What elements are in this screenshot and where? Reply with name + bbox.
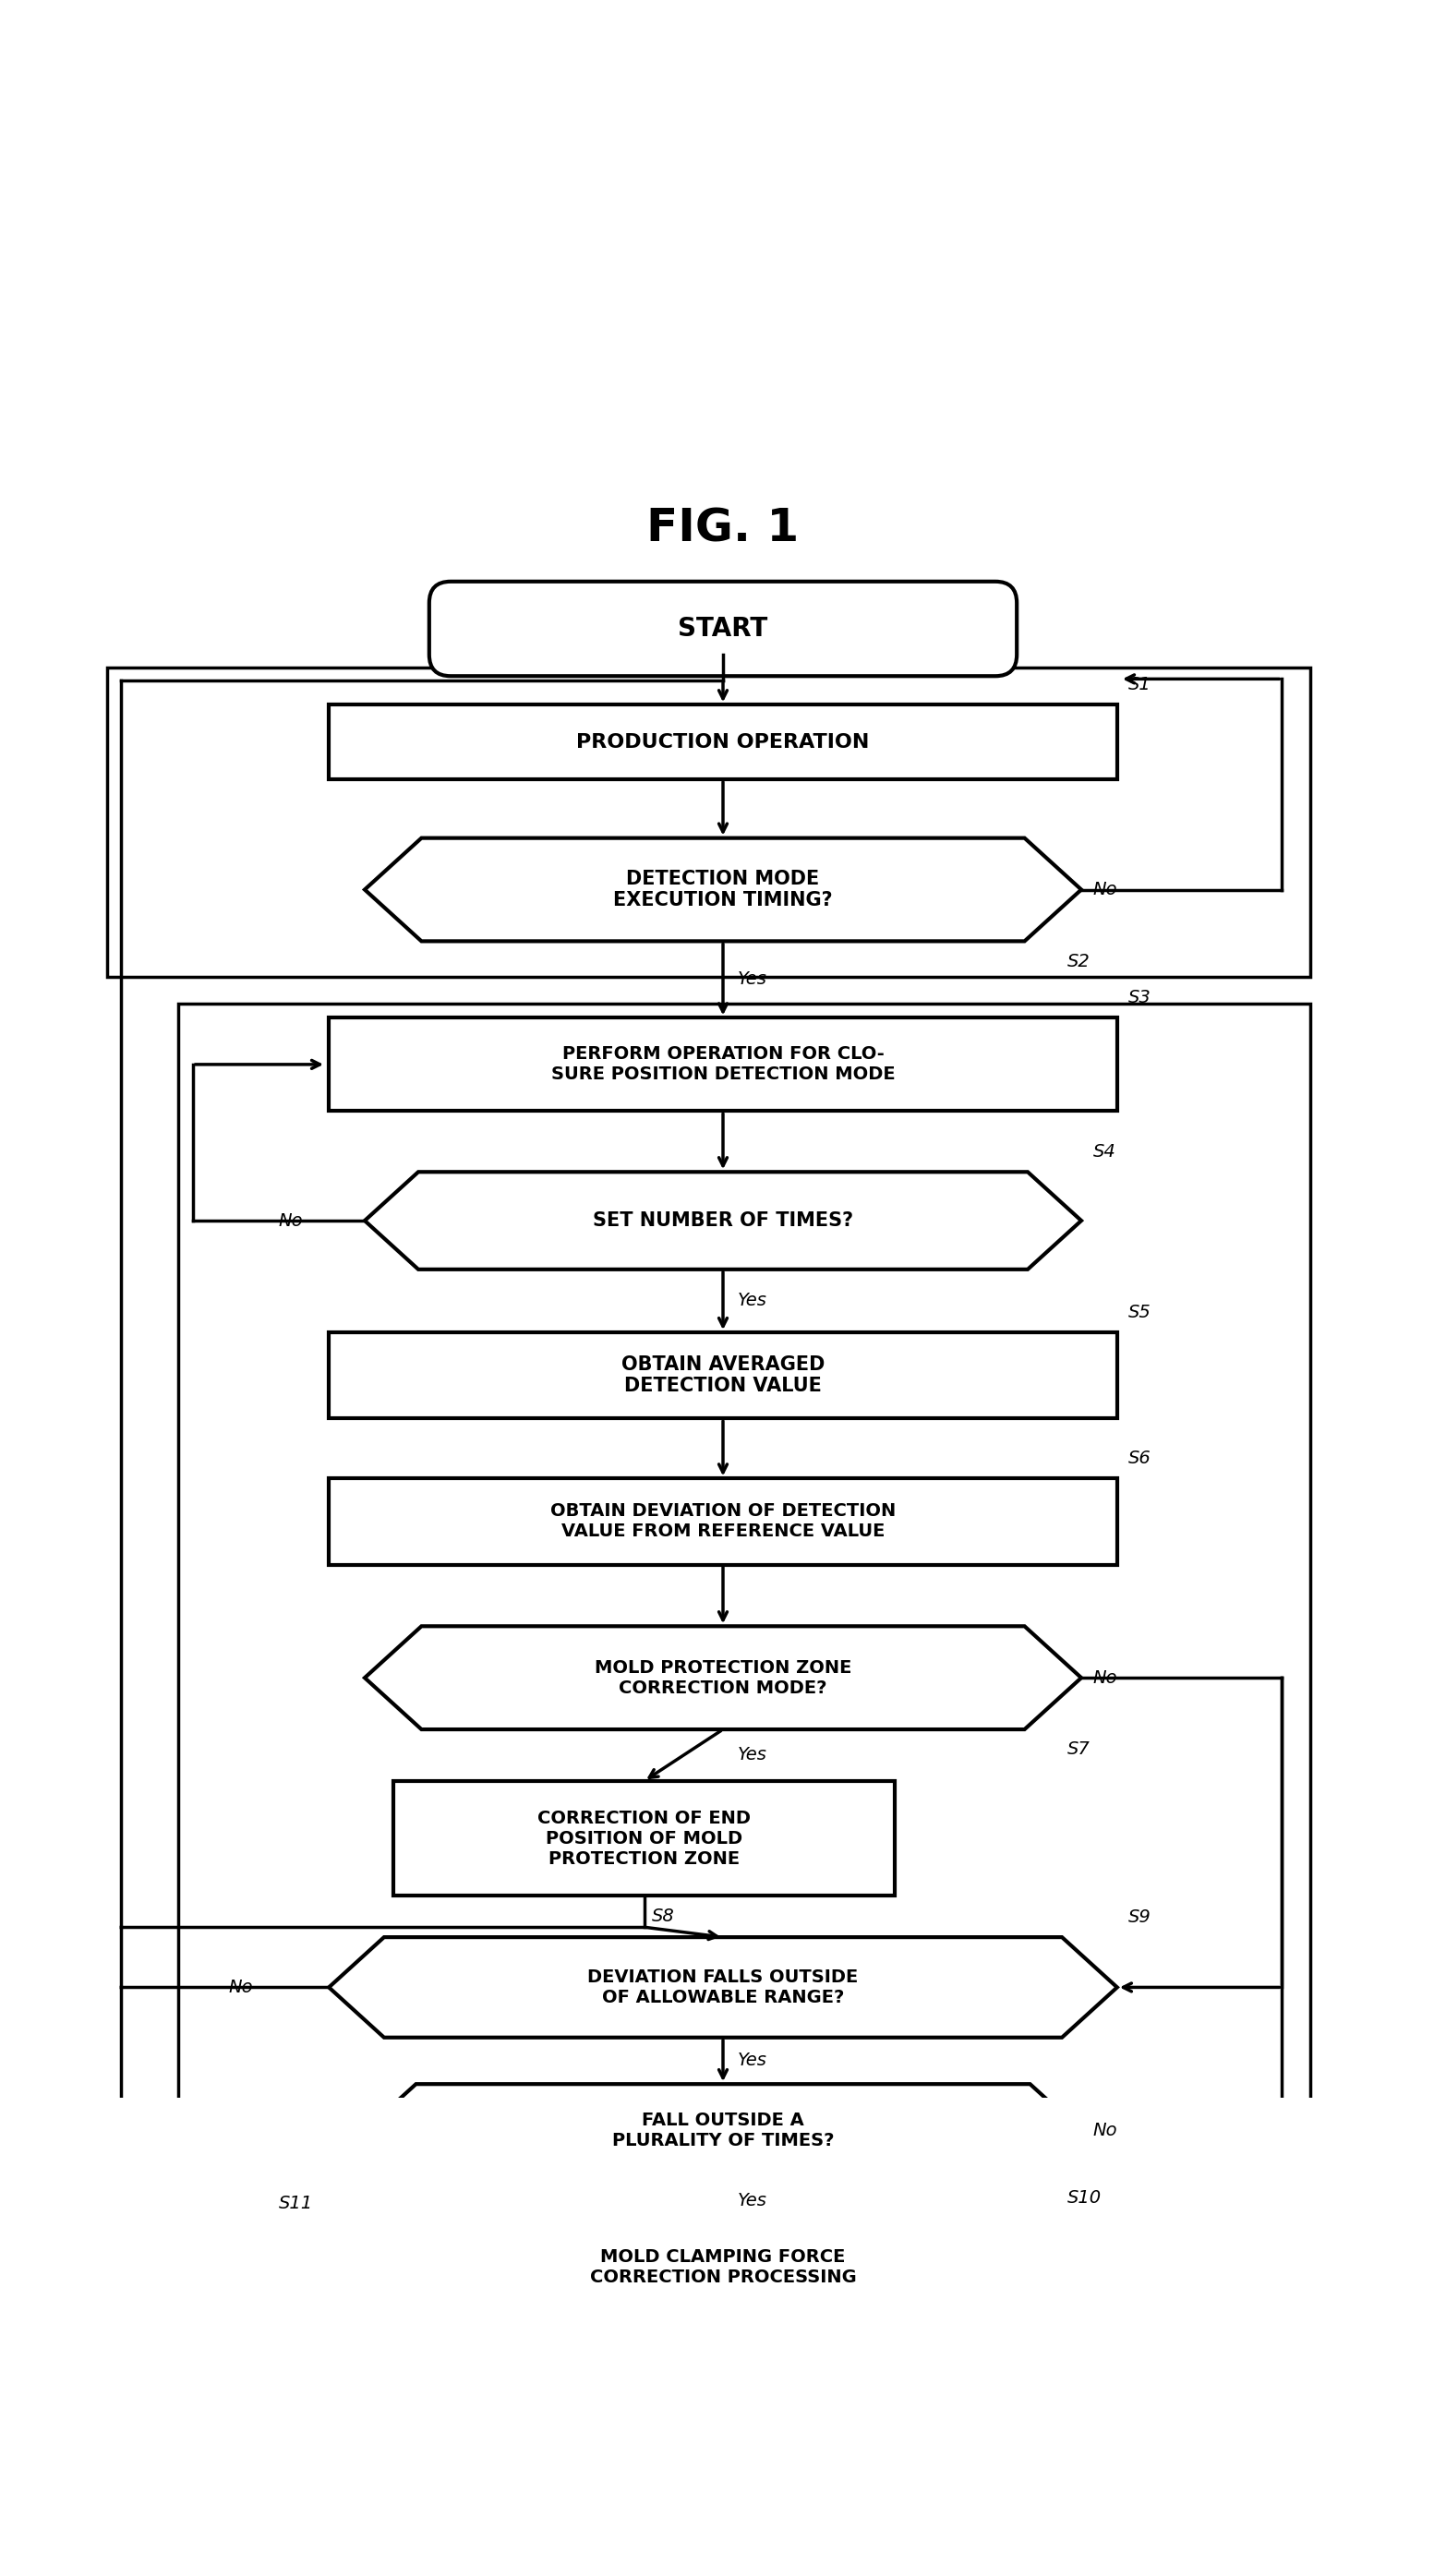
Text: S10: S10	[1067, 2190, 1102, 2205]
Text: S8: S8	[651, 1906, 674, 1924]
Text: FALL OUTSIDE A
PLURALITY OF TIMES?: FALL OUTSIDE A PLURALITY OF TIMES?	[612, 2112, 834, 2148]
Bar	[393, 1780, 895, 1896]
Text: PRODUCTION OPERATION: PRODUCTION OPERATION	[577, 732, 869, 752]
Text: OBTAIN DEVIATION OF DETECTION
VALUE FROM REFERENCE VALUE: OBTAIN DEVIATION OF DETECTION VALUE FROM…	[551, 1502, 895, 1540]
Text: No: No	[279, 1211, 304, 1229]
Text: No: No	[1093, 881, 1118, 899]
Text: S9: S9	[1128, 1909, 1151, 1927]
Text: Yes: Yes	[737, 971, 766, 989]
Text: No: No	[1093, 2123, 1118, 2141]
Text: START: START	[678, 616, 768, 641]
Text: DETECTION MODE
EXECUTION TIMING?: DETECTION MODE EXECUTION TIMING?	[613, 871, 833, 909]
Bar	[328, 1479, 1118, 1564]
Polygon shape	[328, 1937, 1118, 2038]
Polygon shape	[364, 1625, 1082, 1728]
Text: S5: S5	[1128, 1303, 1151, 1321]
Polygon shape	[364, 2084, 1082, 2177]
Text: S7: S7	[1067, 1741, 1090, 1759]
Text: Yes: Yes	[737, 1747, 766, 1765]
Text: S6: S6	[1128, 1450, 1151, 1468]
Text: MOLD PROTECTION ZONE
CORRECTION MODE?: MOLD PROTECTION ZONE CORRECTION MODE?	[594, 1659, 852, 1698]
Text: SET NUMBER OF TIMES?: SET NUMBER OF TIMES?	[593, 1211, 853, 1229]
Text: DEVIATION FALLS OUTSIDE
OF ALLOWABLE RANGE?: DEVIATION FALLS OUTSIDE OF ALLOWABLE RAN…	[587, 1968, 859, 2007]
Text: MOLD CLAMPING FORCE
CORRECTION PROCESSING: MOLD CLAMPING FORCE CORRECTION PROCESSIN…	[590, 2249, 856, 2285]
Text: No: No	[1093, 1669, 1118, 1687]
Text: S2: S2	[1067, 953, 1090, 971]
Text: Yes: Yes	[737, 2053, 766, 2069]
Bar	[328, 1018, 1118, 1110]
Bar	[328, 706, 1118, 781]
Bar	[107, 667, 1310, 976]
Bar	[328, 1332, 1118, 1419]
Text: Yes: Yes	[737, 1293, 766, 1309]
Text: No: No	[228, 1978, 253, 1996]
Text: PERFORM OPERATION FOR CLO-
SURE POSITION DETECTION MODE: PERFORM OPERATION FOR CLO- SURE POSITION…	[551, 1046, 895, 1084]
Polygon shape	[364, 1172, 1082, 1270]
FancyBboxPatch shape	[429, 582, 1017, 675]
Text: S11: S11	[279, 2195, 312, 2213]
Text: Yes: Yes	[737, 2192, 766, 2210]
Text: S1: S1	[1128, 675, 1151, 693]
Text: OBTAIN AVERAGED
DETECTION VALUE: OBTAIN AVERAGED DETECTION VALUE	[622, 1355, 824, 1396]
Bar	[364, 2223, 1082, 2311]
Text: S4: S4	[1093, 1144, 1116, 1159]
Text: CORRECTION OF END
POSITION OF MOLD
PROTECTION ZONE: CORRECTION OF END POSITION OF MOLD PROTE…	[538, 1808, 750, 1868]
Text: S3: S3	[1128, 989, 1151, 1007]
Text: FIG. 1: FIG. 1	[646, 507, 800, 551]
Bar	[178, 1005, 1310, 2331]
Polygon shape	[364, 837, 1082, 940]
